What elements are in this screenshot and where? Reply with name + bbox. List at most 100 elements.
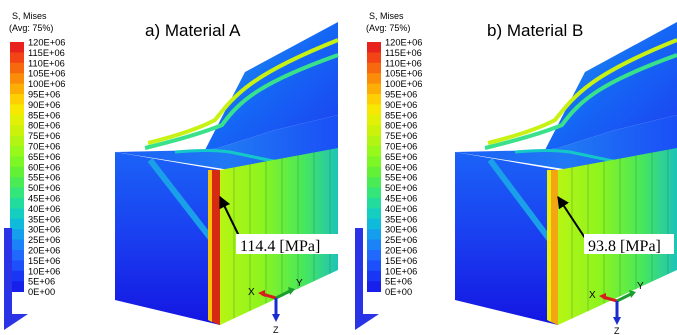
legend-swatch-a <box>10 260 24 272</box>
legend-value-a: 55E+06 <box>28 173 60 183</box>
legend-swatch-a <box>10 135 24 147</box>
annotation-arrow-a <box>219 195 241 239</box>
legend-swatch-b <box>367 250 381 261</box>
legend-value-b: 5E+06 <box>385 277 412 287</box>
peak-stress-zone-b <box>551 170 558 325</box>
legend-value-b: 30E+06 <box>385 225 417 235</box>
legend-value-b: 80E+06 <box>385 121 417 131</box>
corner-bracket-b <box>355 228 379 330</box>
annotation-value-b: 93.8 [MPa] <box>588 238 661 255</box>
legend-subtitle-b: (Avg: 75%) <box>366 23 410 33</box>
legend-swatch-a <box>10 125 24 136</box>
legend-value-a: 120E+06 <box>28 38 65 48</box>
legend-swatch-a <box>10 187 24 199</box>
legend-swatch-b <box>367 187 381 199</box>
legend-value-a: 10E+06 <box>28 266 60 276</box>
legend-swatch-a <box>10 281 24 292</box>
legend-swatch-a <box>10 177 24 188</box>
legend-value-b: 75E+06 <box>385 131 417 141</box>
specimen-b <box>455 22 677 325</box>
legend-swatch-a <box>10 239 24 251</box>
legend-value-b: 70E+06 <box>385 142 417 152</box>
peak-transition-b <box>547 170 551 322</box>
legend-swatch-b <box>367 239 381 251</box>
legend-value-b: 35E+06 <box>385 214 417 224</box>
legend-value-b: 60E+06 <box>385 162 417 172</box>
specimen-a <box>115 22 339 325</box>
legend-value-b: 45E+06 <box>385 194 417 204</box>
triad-y-label-b: Y <box>637 281 644 292</box>
legend-swatch-a <box>10 218 24 230</box>
peak-transition-a <box>208 170 212 322</box>
legend-swatch-b <box>367 198 381 209</box>
legend-value-b: 100E+06 <box>385 79 422 89</box>
contour-cyan-b <box>484 53 677 150</box>
legend-value-a: 20E+06 <box>28 246 60 256</box>
front-band-b <box>487 158 553 242</box>
legend-value-a: 75E+06 <box>28 131 60 141</box>
legend-value-a: 105E+06 <box>28 69 65 79</box>
legend-swatch-b <box>367 135 381 147</box>
legend-b: S, Mises (Avg: 75%) 120E+06115E+06110E+0… <box>366 11 422 297</box>
annotation-value-a: 114.4 [MPa] <box>240 238 320 255</box>
legend-title-b: S, Mises <box>369 11 404 21</box>
front-face-a <box>115 152 220 325</box>
legend-value-a: 65E+06 <box>28 152 60 162</box>
legend-title-a: S, Mises <box>12 11 47 21</box>
legend-value-b: 90E+06 <box>385 100 417 110</box>
legend-swatch-a <box>10 198 24 209</box>
legend-value-a: 25E+06 <box>28 235 60 245</box>
mesh-lines-b <box>571 149 669 318</box>
legend-subtitle-a: (Avg: 75%) <box>9 23 53 33</box>
legend-value-b: 115E+06 <box>385 48 422 58</box>
legend-value-b: 65E+06 <box>385 152 417 162</box>
legend-value-a: 90E+06 <box>28 100 60 110</box>
legend-swatch-a <box>10 73 24 84</box>
legend-value-b: 55E+06 <box>385 173 417 183</box>
legend-swatch-a <box>10 83 24 95</box>
legend-value-a: 95E+06 <box>28 90 60 100</box>
legend-a: S, Mises (Avg: 75%) 120E+06115E+06110E+0… <box>9 11 65 297</box>
legend-swatch-b <box>367 125 381 136</box>
triad-z-label-a: Z <box>273 325 279 335</box>
legend-value-b: 15E+06 <box>385 256 417 266</box>
axis-triad-a: X Y Z <box>248 278 303 335</box>
contour-yellow-b <box>487 38 677 145</box>
legend-swatch-b <box>367 270 381 282</box>
triad-z-label-b: Z <box>614 326 620 335</box>
legend-swatch-b <box>367 281 381 292</box>
annotation-bg-b <box>584 234 674 254</box>
legend-value-b: 50E+06 <box>385 183 417 193</box>
legend-value-b: 110E+06 <box>385 58 422 68</box>
legend-swatch-b <box>367 42 381 53</box>
legend-swatch-a <box>10 208 24 220</box>
legend-scale-a: 120E+06115E+06110E+06105E+06100E+0695E+0… <box>10 38 65 297</box>
triad-x-label-a: X <box>248 287 255 298</box>
legend-swatch-a <box>10 250 24 261</box>
legend-swatch-b <box>367 94 381 105</box>
annotation-arrow-b <box>557 195 586 239</box>
legend-value-a: 40E+06 <box>28 204 60 214</box>
legend-value-a: 45E+06 <box>28 194 60 204</box>
front-face-b <box>455 152 558 325</box>
panel-material-b: S, Mises (Avg: 75%) 120E+06115E+06110E+0… <box>355 11 677 335</box>
legend-value-b: 95E+06 <box>385 90 417 100</box>
legend-value-a: 100E+06 <box>28 79 65 89</box>
legend-value-a: 35E+06 <box>28 214 60 224</box>
legend-swatch-b <box>367 260 381 272</box>
legend-swatch-a <box>10 270 24 282</box>
triad-y-label-a: Y <box>296 278 303 289</box>
annotation-bg-a <box>236 234 340 254</box>
legend-value-a: 60E+06 <box>28 162 60 172</box>
legend-swatch-a <box>10 156 24 168</box>
legend-swatch-b <box>367 104 381 116</box>
legend-value-b: 40E+06 <box>385 204 417 214</box>
legend-swatch-b <box>367 52 381 64</box>
legend-swatch-a <box>10 62 24 74</box>
legend-value-b: 120E+06 <box>385 38 422 48</box>
legend-swatch-a <box>10 229 24 240</box>
legend-swatch-b <box>367 218 381 230</box>
contour-cyan-a <box>144 53 339 150</box>
axis-triad-b: X Y Z <box>589 281 644 335</box>
